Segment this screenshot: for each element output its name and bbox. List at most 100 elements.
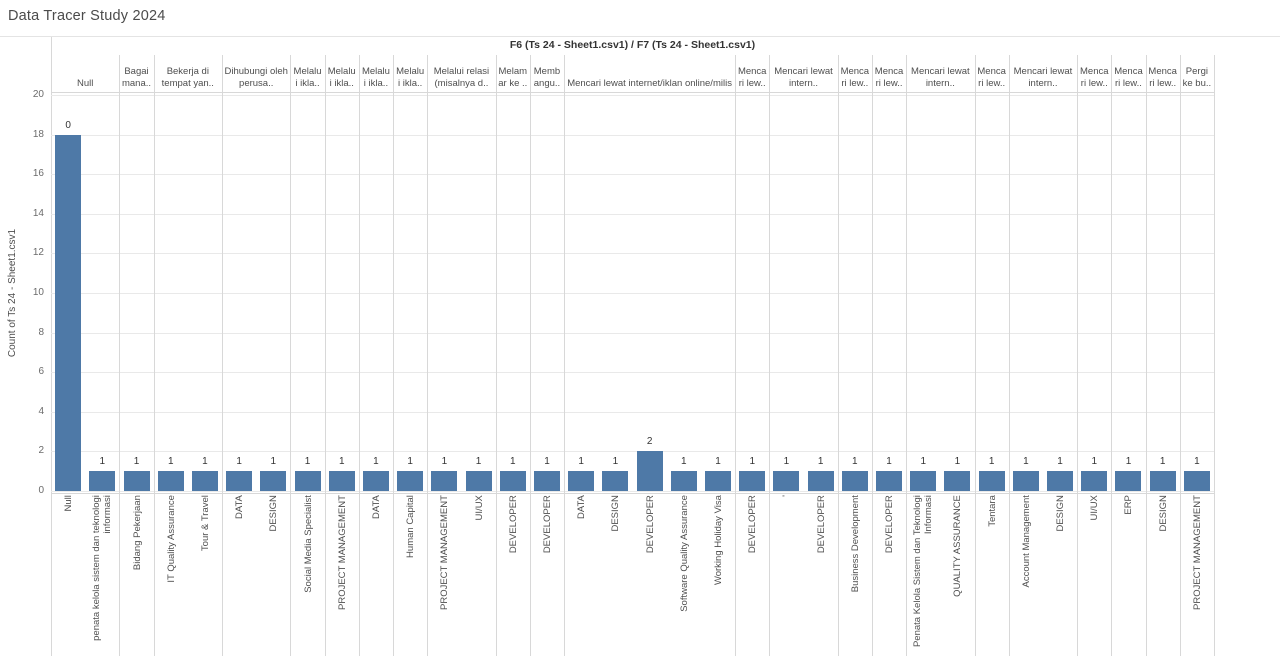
x-axis-label[interactable]: DESIGN	[609, 494, 621, 532]
column-group-header[interactable]: Melam ar ke ..	[498, 66, 528, 89]
column-group-header[interactable]: Bekerja di tempat yan..	[161, 66, 214, 89]
x-axis-label[interactable]: UI/UX	[1088, 494, 1100, 521]
bar-value-label: 1	[1057, 456, 1063, 468]
x-axis-label[interactable]: '	[780, 494, 792, 497]
column-group-header[interactable]: Memb angu..	[533, 66, 561, 89]
bar[interactable]	[533, 471, 560, 491]
y-gridline	[51, 491, 1214, 492]
x-axis-label[interactable]: Penata Kelola Sistem dan Teknologi Infor…	[912, 494, 935, 647]
x-axis-label[interactable]: DEVELOPER	[644, 494, 656, 554]
bar[interactable]	[397, 471, 424, 491]
bar[interactable]	[876, 471, 903, 491]
x-axis-label[interactable]: QUALITY ASSURANCE	[951, 494, 963, 597]
bar[interactable]	[55, 134, 82, 491]
bar[interactable]	[1012, 471, 1039, 491]
bar-value-label: 1	[133, 456, 140, 468]
bar[interactable]	[670, 471, 697, 491]
bar[interactable]	[226, 471, 253, 491]
bar[interactable]	[1183, 471, 1210, 491]
column-group-header[interactable]: Melalui relasi (misalnya d..	[433, 66, 490, 89]
x-axis-label[interactable]: DESIGN	[267, 494, 279, 532]
bar[interactable]	[773, 471, 800, 491]
x-axis-line	[51, 493, 1214, 494]
column-group-header[interactable]: Pergi ke bu..	[1182, 66, 1212, 89]
x-axis-label[interactable]: DEVELOPER	[541, 494, 553, 554]
x-axis-label[interactable]: DESIGN	[1157, 494, 1169, 532]
bar[interactable]	[1149, 471, 1176, 491]
bar[interactable]	[807, 471, 834, 491]
bar[interactable]	[89, 471, 116, 491]
bar[interactable]	[568, 471, 595, 491]
column-group-header[interactable]: Dihubungi oleh perusa..	[224, 66, 288, 89]
x-axis-label[interactable]: DESIGN	[1054, 494, 1066, 532]
bar[interactable]	[362, 471, 389, 491]
x-axis-label[interactable]: Bidang Pekerjaan	[130, 494, 142, 570]
column-group-header[interactable]: Mencari lewat intern..	[774, 66, 833, 89]
column-group-header[interactable]: Mencari lewat intern..	[911, 66, 970, 89]
x-axis-label[interactable]: IT Quality Assurance	[165, 494, 177, 583]
x-axis-label[interactable]: Account Management	[1020, 494, 1032, 588]
bar[interactable]	[910, 471, 937, 491]
column-group-header[interactable]: Mencari lewat internet/iklan online/mili…	[567, 77, 732, 89]
column-group-header[interactable]: Melalu i ikla..	[293, 66, 322, 89]
bar[interactable]	[602, 471, 629, 491]
bar[interactable]	[328, 471, 355, 491]
bar-value-label: 1	[1125, 456, 1132, 468]
bar[interactable]	[1115, 471, 1142, 491]
x-axis-label[interactable]: Tour & Travel	[199, 494, 211, 551]
x-axis-label[interactable]: DATA	[370, 494, 382, 519]
column-group-header[interactable]: Menca ri lew..	[1148, 66, 1177, 89]
bar[interactable]	[978, 471, 1005, 491]
x-axis-label[interactable]: Software Quality Assurance	[678, 494, 690, 612]
y-axis-tick-label: 10	[32, 287, 44, 298]
bar[interactable]	[636, 451, 663, 491]
x-axis-label[interactable]: Social Media Specialist	[302, 494, 314, 593]
x-axis-label[interactable]: Human Capital	[404, 494, 416, 558]
column-group-header[interactable]: Menca ri lew..	[1114, 66, 1143, 89]
bar[interactable]	[260, 471, 287, 491]
bar[interactable]	[123, 471, 150, 491]
x-axis-label[interactable]: DEVELOPER	[815, 494, 827, 554]
column-group-header[interactable]: Mencari lewat intern..	[1013, 66, 1073, 89]
x-axis-label[interactable]: DATA	[575, 494, 587, 519]
bar[interactable]	[1047, 471, 1074, 491]
x-axis-label[interactable]: ERP	[1122, 494, 1134, 515]
bar[interactable]	[739, 471, 766, 491]
column-group-header[interactable]: Melalu i ikla..	[327, 66, 356, 89]
bar[interactable]	[841, 471, 868, 491]
bar[interactable]	[465, 471, 492, 491]
x-axis-label[interactable]: DEVELOPER	[746, 494, 758, 554]
x-axis-label[interactable]: UI/UX	[473, 494, 485, 521]
bar[interactable]	[191, 471, 218, 491]
x-axis-label[interactable]: PROJECT MANAGEMENT	[1191, 494, 1203, 610]
x-axis-label[interactable]: Tentara	[986, 494, 998, 527]
bar[interactable]	[944, 471, 971, 491]
bar-value-label: 1	[509, 456, 516, 468]
column-group-header[interactable]: Menca ri lew..	[874, 66, 904, 89]
column-group-header[interactable]: Melalu i ikla..	[361, 66, 390, 89]
x-axis-label[interactable]: Null	[62, 494, 74, 512]
bar[interactable]	[294, 471, 321, 491]
bar[interactable]	[431, 471, 458, 491]
x-axis-label[interactable]: PROJECT MANAGEMENT	[336, 494, 348, 610]
bar[interactable]	[499, 471, 526, 491]
x-axis-label[interactable]: Working Holiday Visa	[712, 494, 724, 585]
x-axis-label[interactable]: Business Development	[849, 494, 861, 593]
bar[interactable]	[157, 471, 184, 491]
bar[interactable]	[1081, 471, 1108, 491]
y-axis-tick-label: 12	[32, 247, 44, 259]
column-group-header[interactable]: Menca ri lew..	[977, 66, 1006, 89]
column-group-header[interactable]: Null	[77, 77, 94, 89]
x-axis-label[interactable]: penata kelola sistem dan teknologi infor…	[91, 494, 114, 641]
column-group-header[interactable]: Melalu i ikla..	[396, 66, 425, 89]
x-axis-label[interactable]: PROJECT MANAGEMENT	[438, 494, 450, 610]
bar[interactable]	[705, 471, 731, 491]
x-axis-label[interactable]: DATA	[233, 494, 245, 519]
column-group-header[interactable]: Menca ri lew..	[1080, 66, 1109, 89]
column-group-header[interactable]: Menca ri lew..	[840, 66, 870, 89]
bar-value-label: 1	[886, 456, 892, 468]
x-axis-label[interactable]: DEVELOPER	[507, 494, 519, 554]
x-axis-label[interactable]: DEVELOPER	[883, 494, 895, 554]
column-group-header[interactable]: Bagai mana..	[121, 66, 152, 89]
column-group-header[interactable]: Menca ri lew..	[737, 66, 767, 89]
